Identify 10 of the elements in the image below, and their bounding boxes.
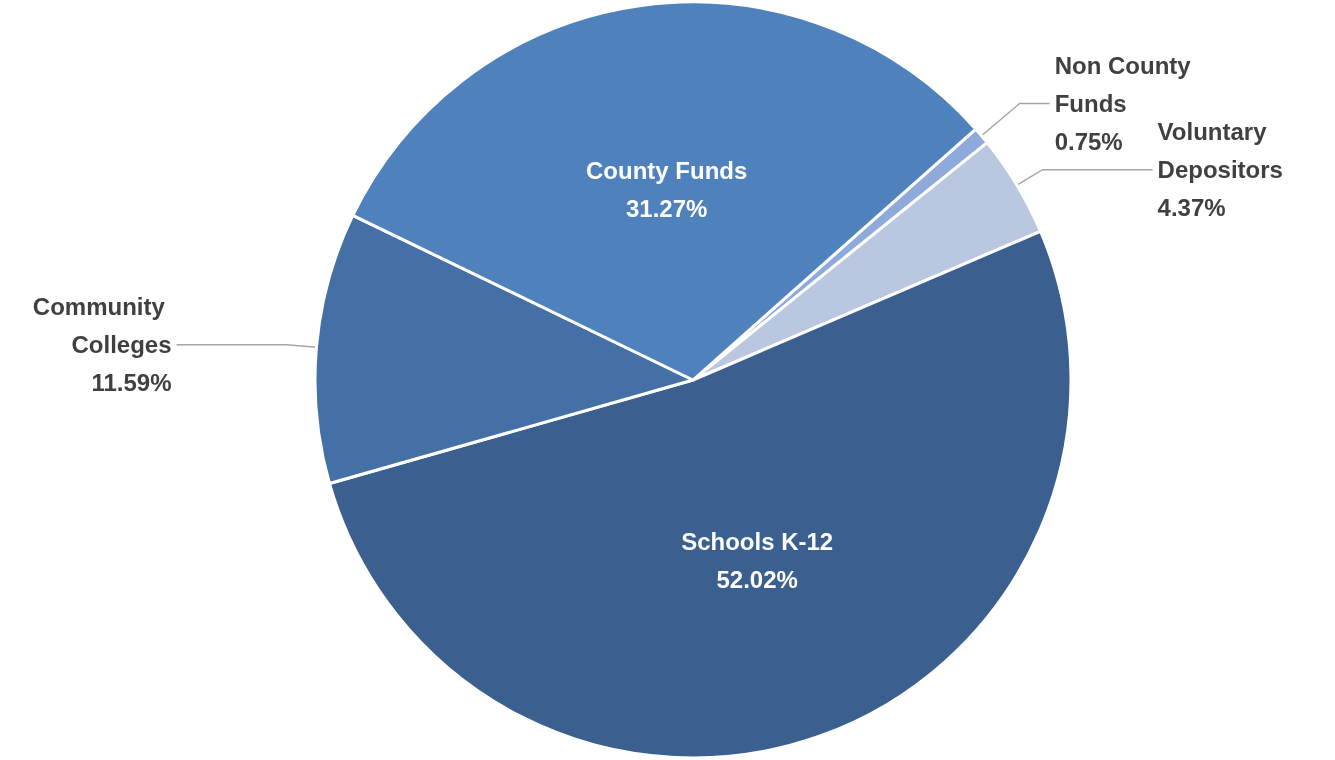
slice-label: Schools K-12	[681, 528, 834, 556]
slice-label: County Funds	[586, 157, 748, 185]
slice-label: Voluntary Depositors	[1157, 118, 1283, 184]
data-label: 52.02%	[716, 566, 798, 594]
slice-label: Non County Funds	[1054, 51, 1198, 117]
slice-label: Community Colleges	[32, 293, 172, 359]
data-label: 4.37%	[1157, 194, 1226, 222]
data-label: 31.27%	[625, 195, 708, 223]
data-label: 0.75%	[1054, 127, 1123, 155]
data-label: 11.59%	[91, 369, 172, 397]
